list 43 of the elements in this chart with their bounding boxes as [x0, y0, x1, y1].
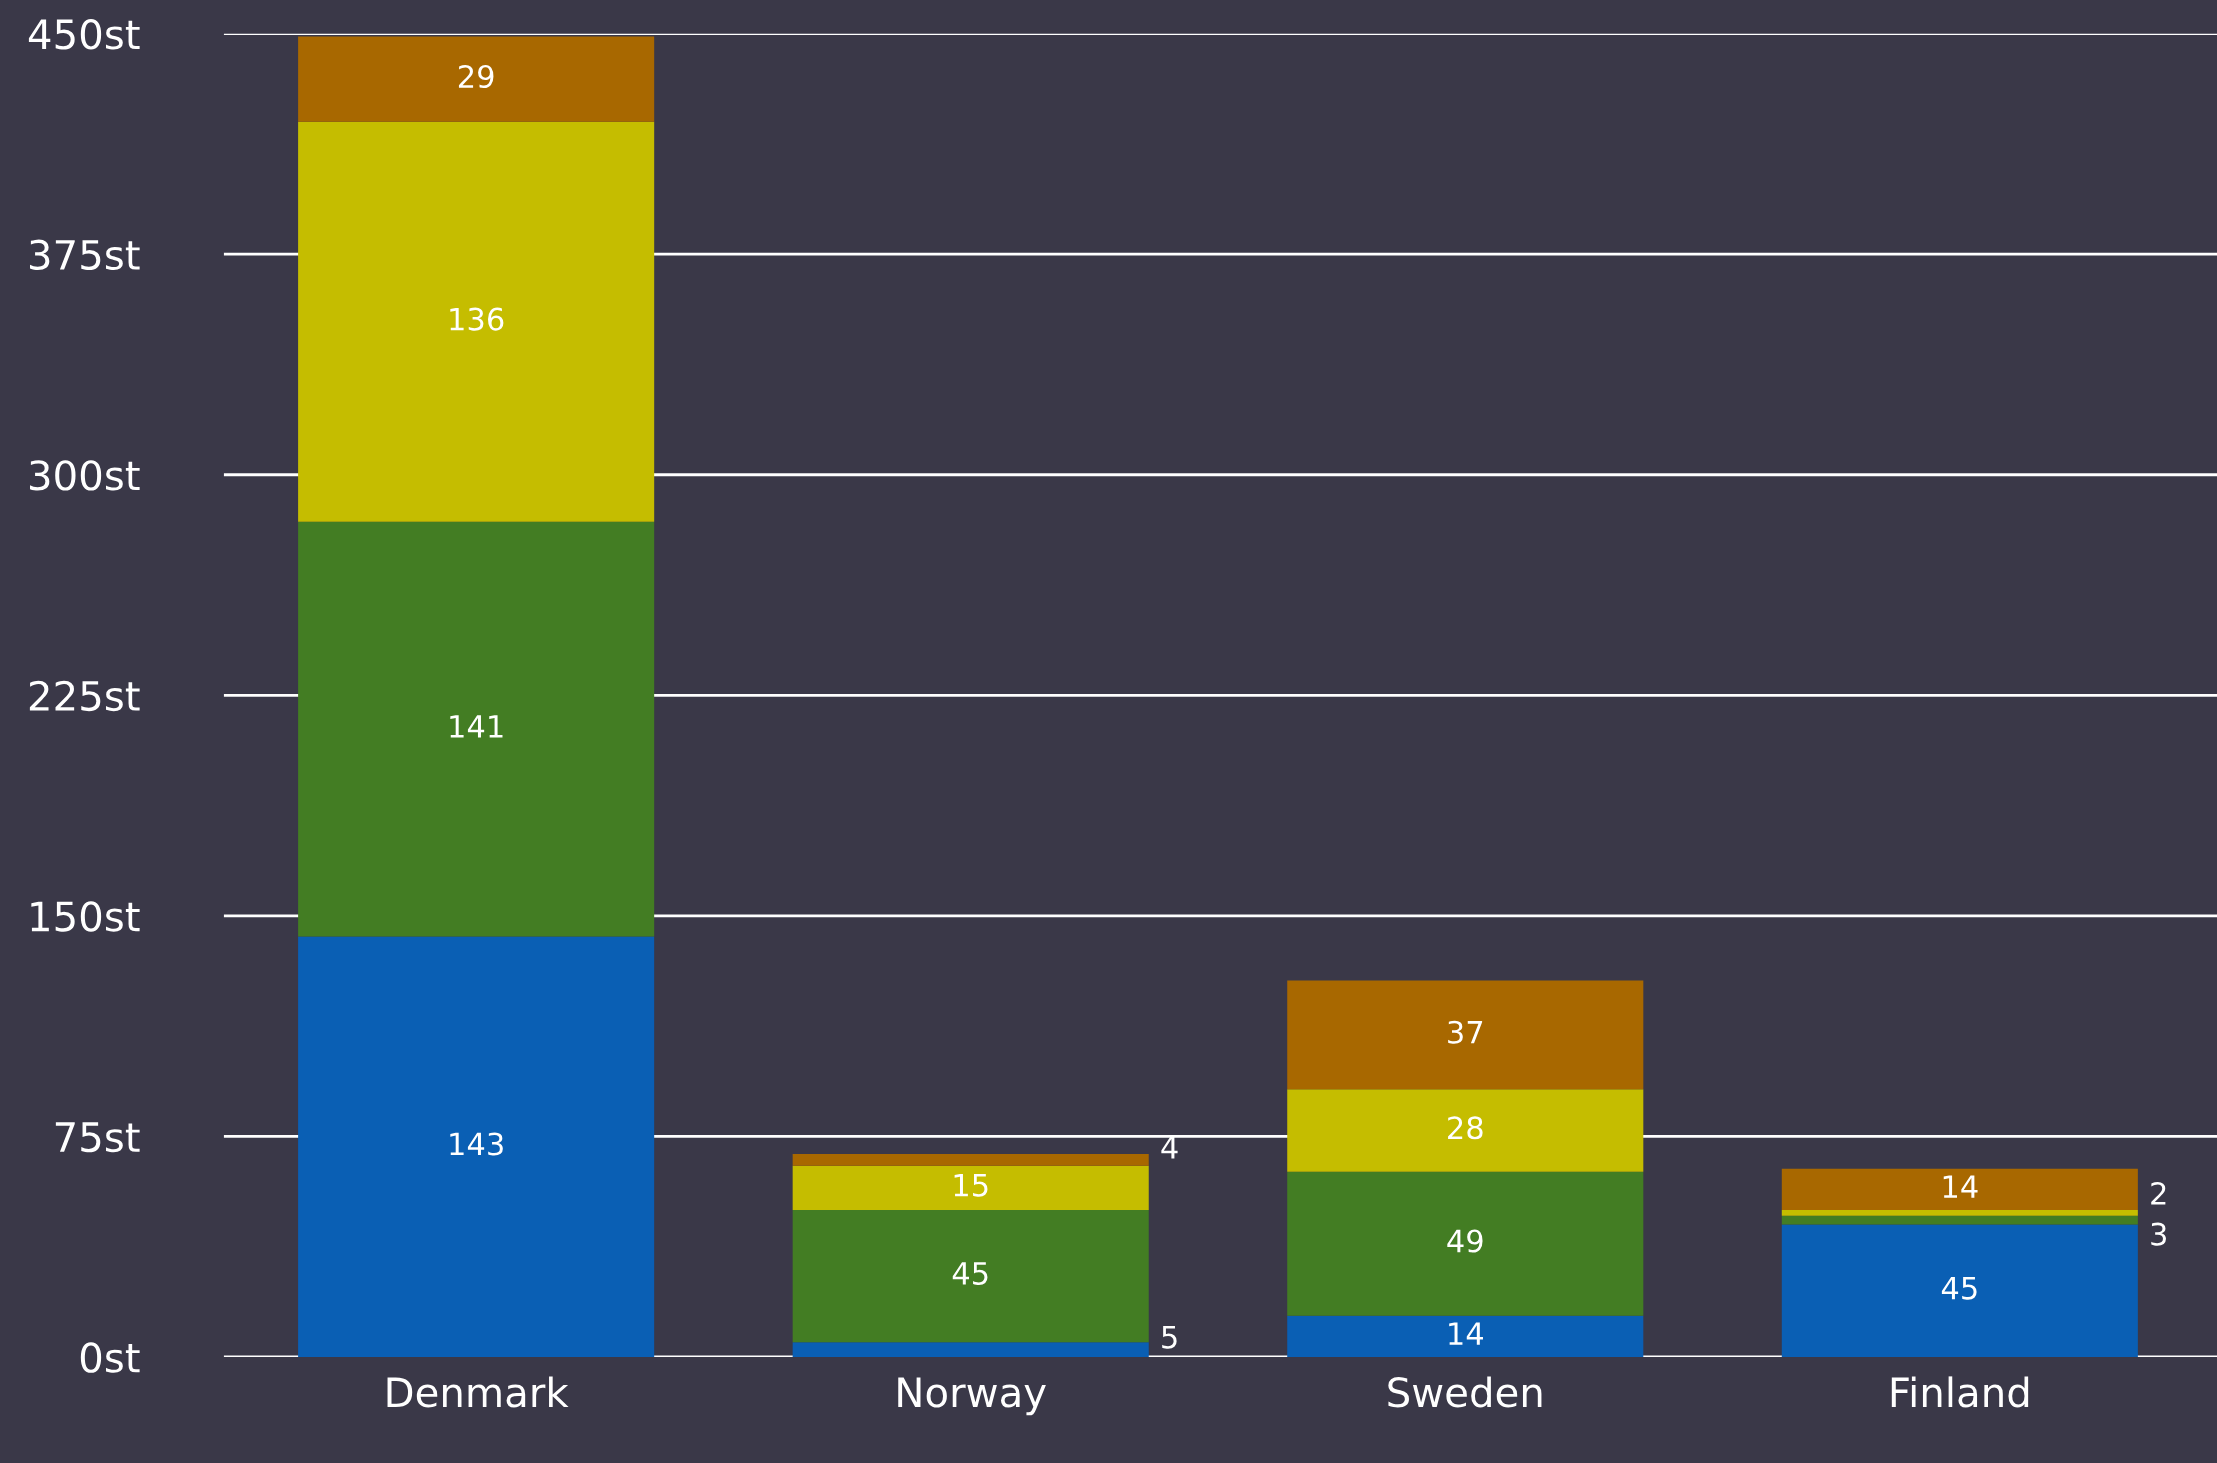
data-label: 45 — [952, 1262, 988, 1285]
y-tick-label: 300st — [30, 460, 140, 491]
data-label: 49 — [1447, 1229, 1483, 1253]
x-tick-label: Finland — [1891, 1376, 2029, 1408]
bar — [1781, 1224, 2138, 1357]
bar — [792, 1342, 1149, 1357]
bar — [1287, 1171, 1644, 1316]
y-tick-label: 375st — [30, 239, 140, 271]
bar — [298, 936, 655, 1357]
y-tick-label: 0st — [80, 1342, 140, 1373]
bar — [1287, 980, 1644, 1090]
data-label: 45 — [1941, 1276, 1977, 1300]
data-label: 14 — [1449, 1322, 1483, 1345]
data-label: 3 — [2151, 1222, 2166, 1246]
data-label: 28 — [1448, 1116, 1483, 1140]
bar — [1781, 1168, 2138, 1210]
data-label: 141 — [450, 715, 503, 738]
y-tick-label: 450st — [28, 19, 140, 50]
bar — [298, 521, 655, 937]
data-label: 2 — [2151, 1181, 2166, 1205]
bar — [298, 121, 655, 522]
bar — [1781, 1215, 2138, 1225]
x-tick-label: Sweden — [1388, 1376, 1542, 1408]
x-tick-label: Denmark — [387, 1376, 569, 1408]
bar — [298, 36, 655, 122]
data-label: 5 — [1162, 1326, 1177, 1349]
data-label: 4 — [1161, 1136, 1178, 1159]
data-label: 143 — [450, 1132, 503, 1156]
bar — [792, 1165, 1149, 1210]
bar — [1781, 1209, 2138, 1216]
data-label: 14 — [1943, 1175, 1978, 1198]
data-label: 29 — [458, 64, 494, 89]
y-tick-label: 75st — [55, 1122, 140, 1153]
bar — [792, 1209, 1149, 1343]
bar — [792, 1154, 1149, 1166]
data-label: 37 — [1448, 1020, 1483, 1044]
data-label: 15 — [954, 1174, 988, 1197]
y-tick-label: 225st — [29, 680, 140, 712]
bar — [1287, 1089, 1644, 1172]
x-tick-label: Norway — [898, 1377, 1046, 1416]
bar — [1287, 1315, 1644, 1357]
y-tick-label: 150st — [31, 901, 140, 932]
data-label: 136 — [450, 307, 504, 331]
